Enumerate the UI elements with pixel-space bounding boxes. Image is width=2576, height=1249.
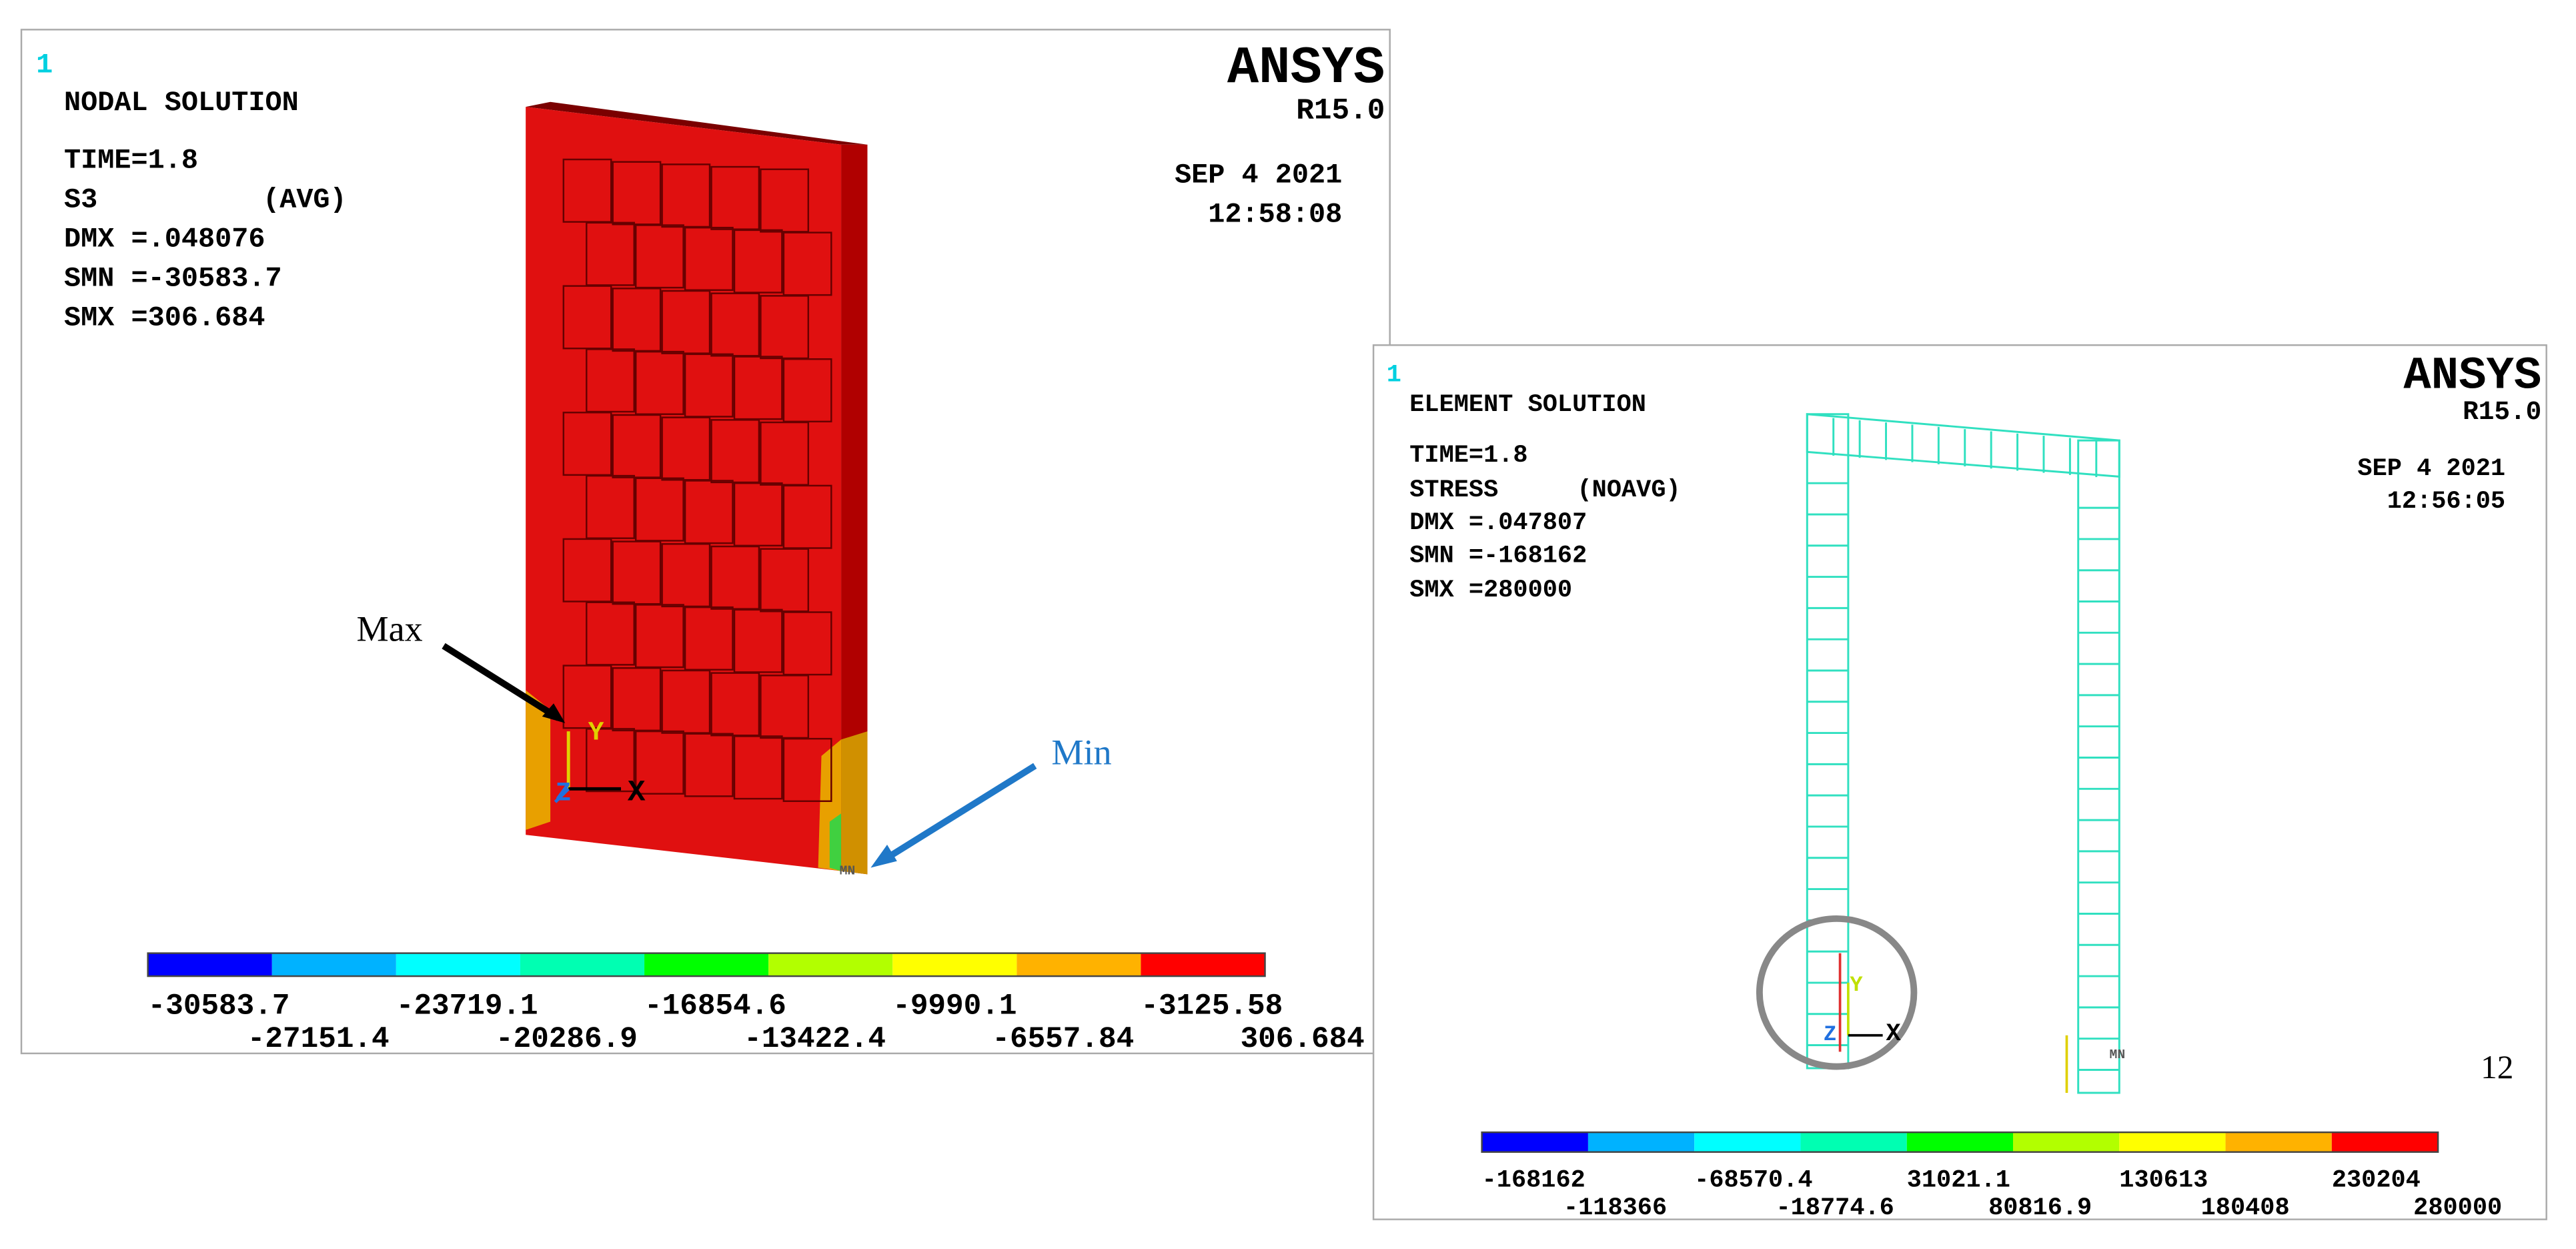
element-solution-panel: Y Z X MN 1 ELEMENT SOLUTION TIME=1.8 STR…	[1372, 344, 2547, 1222]
max-arrowhead	[542, 703, 566, 723]
legend-swatch	[1587, 1132, 1695, 1152]
highlight-circle	[1756, 915, 1918, 1070]
time: TIME=1.8	[1409, 442, 1527, 470]
dmx: DMX =.047807	[1409, 509, 1587, 537]
wall-model	[526, 101, 868, 875]
time: TIME=1.8	[64, 144, 198, 176]
legend-label: -13422.4	[744, 1023, 886, 1056]
triad-label: Y	[1850, 973, 1863, 997]
legend-label: -30583.7	[148, 990, 290, 1023]
triad-z	[554, 787, 570, 803]
wall-side	[841, 144, 868, 875]
brick	[634, 730, 684, 795]
avg: (NOAVG)	[1577, 476, 1680, 504]
brick	[586, 728, 635, 793]
clock: 12:56:05	[2387, 488, 2505, 516]
item: STRESS	[1409, 476, 1498, 504]
min-tag: MN	[2110, 1048, 2126, 1062]
triad-label: Z	[555, 779, 571, 809]
legend-swatch	[2331, 1132, 2439, 1152]
frame-model	[1806, 413, 2120, 1094]
legend-label: -9990.1	[892, 990, 1017, 1023]
brick	[684, 733, 734, 797]
item: S3	[64, 183, 97, 216]
legend-swatch	[892, 953, 1017, 977]
max-annotation: Max	[356, 609, 422, 649]
legend-swatch	[1800, 1132, 1907, 1152]
avg: (AVG)	[263, 183, 347, 216]
max-arrow	[442, 643, 561, 721]
page-number: 12	[2481, 1049, 2513, 1086]
legend-swatch	[396, 953, 520, 977]
heading: NODAL SOLUTION	[64, 87, 299, 119]
legend-swatch	[520, 953, 645, 977]
triad-label: X	[1886, 1020, 1902, 1048]
legend-label: 80816.9	[1988, 1194, 2092, 1222]
legend-label: -20286.9	[496, 1023, 638, 1056]
triad-label: X	[628, 777, 646, 810]
top-beam	[1806, 413, 2120, 478]
legend-label: -168162	[1482, 1166, 1585, 1194]
brick	[782, 737, 832, 803]
logo: ANSYS	[1227, 38, 1385, 98]
legend-swatch	[271, 953, 396, 977]
legend-label: -18774.6	[1776, 1194, 1894, 1222]
brick	[733, 735, 783, 800]
plot-number: 1	[36, 49, 53, 81]
min-annotation: Min	[1051, 732, 1111, 772]
legend-label: -27151.4	[247, 1023, 390, 1056]
legend-swatch	[644, 953, 769, 977]
smx: SMX =306.684	[64, 302, 265, 334]
heading: ELEMENT SOLUTION	[1409, 391, 1646, 419]
logo: ANSYS	[2403, 350, 2541, 402]
dmx: DMX =.048076	[64, 224, 265, 256]
release: R15.0	[1296, 94, 1385, 127]
legend-label: 280000	[2413, 1194, 2502, 1222]
nodal-solution-panel: Max Min Y Z X MN 1 NODAL SOLUTION TIME=1…	[20, 29, 1391, 1056]
legend-swatch	[147, 953, 272, 977]
legend-swatch	[1017, 953, 1141, 977]
smn: SMN =-30583.7	[64, 263, 282, 295]
legend-swatch	[2119, 1132, 2226, 1152]
legend-swatch	[1694, 1132, 1801, 1152]
panel-frame	[1372, 344, 2547, 1220]
legend-label: -3125.58	[1141, 990, 1283, 1023]
date: SEP 4 2021	[2357, 455, 2505, 483]
legend-swatch	[1141, 953, 1265, 977]
min-tag: MN	[840, 863, 856, 878]
release: R15.0	[2463, 397, 2541, 427]
legend-label: 31021.1	[1907, 1166, 2010, 1194]
legend-label: 130613	[2119, 1166, 2208, 1194]
max-region	[526, 690, 551, 830]
legend-border	[147, 952, 1266, 977]
legend-swatch	[2013, 1132, 2120, 1152]
triad-label: Z	[1824, 1022, 1836, 1047]
plot-number: 1	[1387, 361, 1401, 389]
triad-label: Y	[588, 717, 604, 747]
min-arrowhead	[870, 845, 897, 868]
legend-label: -23719.1	[396, 990, 538, 1023]
legend-swatch	[2225, 1132, 2332, 1152]
min-region-side	[841, 731, 868, 875]
legend-label: 180408	[2201, 1194, 2290, 1222]
legend-border	[1481, 1131, 2439, 1153]
legend-label: -6557.84	[992, 1023, 1134, 1056]
legend-label: 230204	[2332, 1166, 2421, 1194]
min-arrow	[885, 763, 1037, 861]
smn: SMN =-168162	[1409, 542, 1587, 570]
smx: SMX =280000	[1409, 576, 1572, 604]
legend-label: -118366	[1563, 1194, 1667, 1222]
date: SEP 4 2021	[1175, 159, 1342, 191]
legend-swatch	[1481, 1132, 1588, 1152]
right-column	[2077, 439, 2120, 1094]
legend-swatch	[1906, 1132, 2014, 1152]
clock: 12:58:08	[1208, 199, 1342, 231]
legend-swatch	[768, 953, 893, 977]
legend-label: -16854.6	[644, 990, 786, 1023]
legend-label: 306.684	[1241, 1023, 1365, 1056]
min-region-core	[829, 813, 842, 871]
wall-top	[526, 101, 868, 145]
legend-label: -68570.4	[1694, 1166, 1812, 1194]
